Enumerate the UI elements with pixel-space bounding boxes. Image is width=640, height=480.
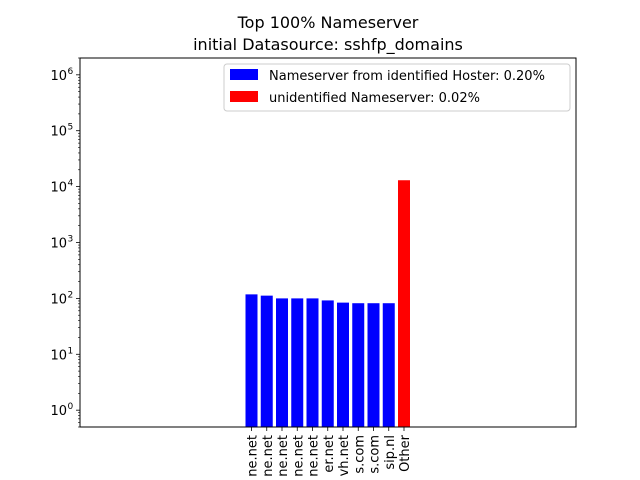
x-axis: ne.net ne.net ne.net ne.net ne.net er.net vh.n…	[246, 427, 413, 477]
x-tick-label-1: ne.net	[261, 435, 276, 477]
x-tick-label-5: er.net	[322, 435, 337, 473]
bar-8	[367, 303, 380, 427]
bars-group	[245, 180, 410, 427]
bar-5	[321, 300, 334, 427]
legend-swatch-unidentified	[230, 91, 258, 102]
y-tick-exponent-1: 1	[68, 346, 74, 356]
bar-7	[352, 303, 365, 427]
y-tick-label-4: 10	[50, 181, 67, 196]
y-tick-label-0: 10	[50, 404, 67, 419]
x-tick-label-7: s.com	[352, 435, 367, 474]
y-tick-label-1: 10	[50, 348, 67, 363]
y-tick-exponent-2: 2	[68, 290, 74, 300]
x-tick-label-3: ne.net	[291, 435, 306, 477]
y-tick-label-3: 10	[50, 237, 67, 252]
y-tick-exponent-5: 5	[68, 123, 74, 133]
legend: Nameserver from identified Hoster: 0.20%…	[223, 63, 571, 112]
y-tick-exponent-6: 6	[68, 67, 74, 77]
bar-2	[276, 298, 288, 427]
x-tick-label-2: ne.net	[276, 435, 291, 477]
y-tick-exponent-4: 4	[68, 179, 74, 189]
chart-title-line2: initial Datasource: sshfp_domains	[193, 35, 463, 55]
y-tick-exponent-0: 0	[68, 402, 74, 412]
y-tick-exponent-3: 3	[68, 235, 74, 245]
x-tick-label-4: ne.net	[307, 435, 322, 477]
y-tick-label-6: 10	[50, 69, 67, 84]
plot-frame	[79, 57, 577, 428]
x-tick-label-10: Other	[398, 434, 413, 472]
y-tick-label-2: 10	[50, 292, 67, 307]
bar-0	[245, 294, 258, 427]
x-tick-label-0: ne.net	[246, 435, 261, 477]
legend-box	[223, 63, 571, 112]
bar-1	[260, 295, 273, 427]
legend-label-unidentified: unidentified Nameserver: 0.02%	[269, 91, 480, 106]
x-tick-label-6: vh.net	[337, 435, 352, 476]
chart-title-line1: Top 100% Nameserver	[237, 13, 419, 32]
bar-9	[382, 303, 395, 427]
bar-6	[337, 302, 349, 427]
x-tick-label-9: sip.nl	[383, 435, 398, 470]
bar-10	[398, 180, 410, 427]
bar-4	[306, 298, 319, 427]
bar-3	[291, 298, 304, 427]
y-tick-label-5: 10	[50, 125, 67, 140]
legend-swatch-identified	[230, 69, 258, 80]
legend-label-identified: Nameserver from identified Hoster: 0.20%	[269, 69, 545, 84]
x-tick-label-8: s.com	[368, 435, 383, 474]
